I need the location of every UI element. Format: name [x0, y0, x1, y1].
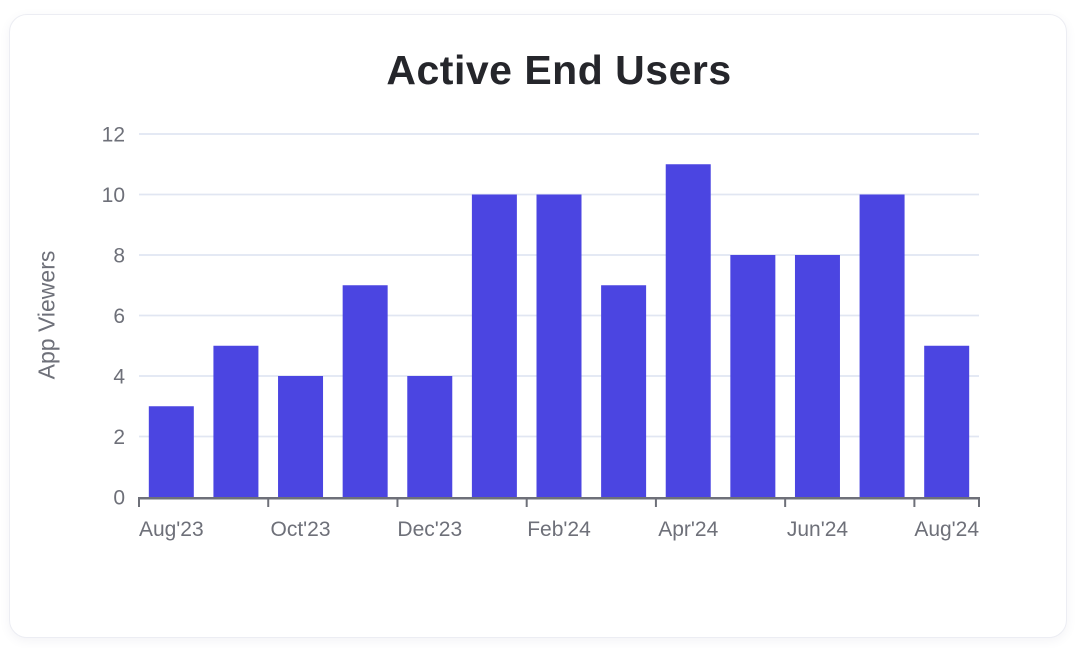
- bar-Jun'24: [794, 255, 840, 497]
- bar-Oct'23: [278, 376, 324, 497]
- y-tick-label: 4: [113, 366, 125, 389]
- bar-Aug'24: [924, 345, 970, 497]
- y-tick-label: 8: [113, 245, 125, 268]
- bar-Nov'23: [342, 285, 388, 497]
- x-tick-label: Oct'23: [271, 518, 331, 541]
- bar-Dec'23: [407, 376, 453, 497]
- x-tick-label: Aug'23: [139, 518, 204, 541]
- bar-Sep'23: [213, 345, 259, 497]
- y-tick-label: 10: [102, 184, 125, 207]
- x-tick-label: Dec'23: [397, 518, 462, 541]
- bar-Aug'23: [148, 406, 194, 497]
- chart-title: Active End Users: [386, 47, 732, 93]
- bar-Feb'24: [536, 194, 582, 497]
- x-tick-label: Aug'24: [914, 518, 979, 541]
- y-tick-label: 6: [113, 305, 125, 328]
- bar-Jul'24: [859, 194, 905, 497]
- y-tick-label: 2: [113, 426, 125, 449]
- bar-chart: 0 2 4 6 8 10 12 Aug'23 Oct'23 Dec'23 Feb'24 Apr'24 J…: [102, 124, 980, 541]
- x-tick-label: Feb'24: [527, 518, 591, 541]
- chart-card: Active End Users App Viewers 0 2 4 6 8 10 12 Au…: [9, 14, 1067, 638]
- bar-Jan'24: [471, 194, 517, 497]
- x-tick-label: Apr'24: [658, 518, 718, 541]
- bar-Mar'24: [601, 285, 647, 497]
- y-tick-label: 0: [113, 487, 125, 510]
- y-tick-label: 12: [102, 124, 125, 147]
- bar-Apr'24: [665, 164, 711, 497]
- bar-May'24: [730, 255, 776, 497]
- x-tick-label: Jun'24: [787, 518, 849, 541]
